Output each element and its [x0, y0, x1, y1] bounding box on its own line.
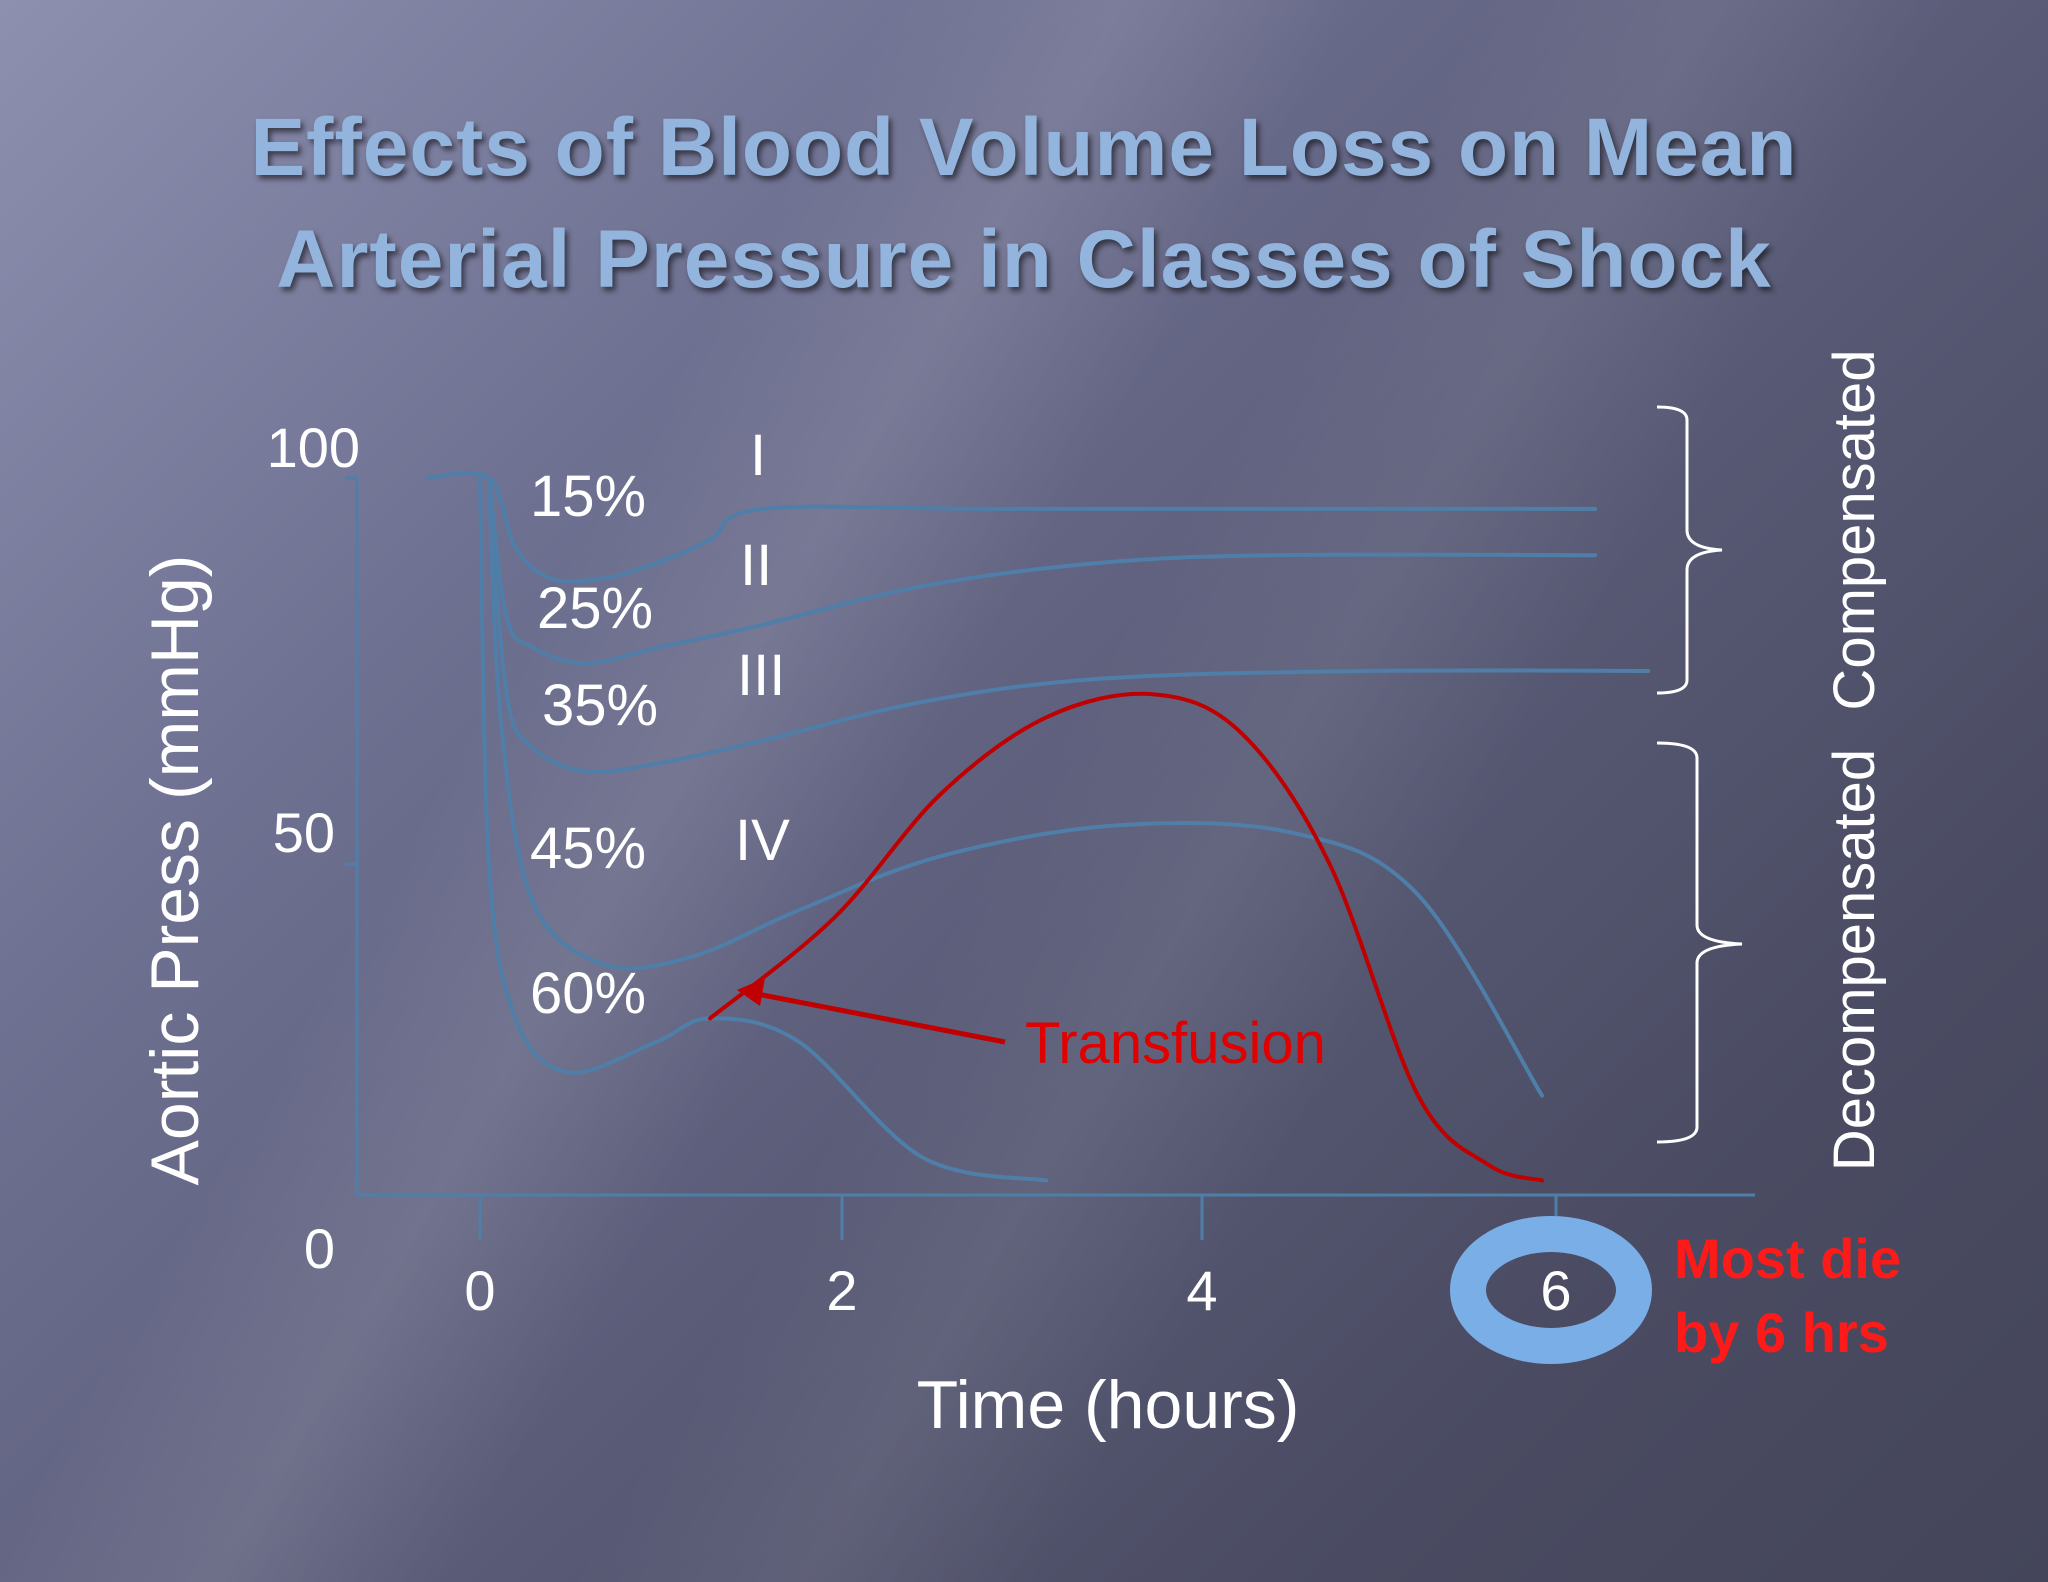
- transfusion-arrow-line: [751, 990, 1006, 1045]
- compensated-bracket: [1656, 405, 1723, 695]
- y-tick-label: 100: [267, 416, 360, 479]
- x-tick-label: 2: [826, 1259, 857, 1322]
- curve-15pct: [424, 470, 1598, 584]
- curve-25pct: [486, 476, 1598, 666]
- tick-group: 0 2 4 6 0 50 100: [267, 416, 1572, 1322]
- series-label-35pct: 35%: [542, 673, 658, 738]
- x-tick-label: 6: [1540, 1259, 1571, 1322]
- curve-group: 15% I 25% II 35% III 45% IV 60%: [424, 423, 1651, 1183]
- decompensated-bracket-group: Decompensated: [1656, 741, 1887, 1171]
- compensated-bracket-group: Compensated: [1656, 349, 1887, 711]
- transfusion-arrow-head: [737, 978, 765, 1006]
- y-axis-title: Aortic Press (mmHg): [137, 555, 213, 1186]
- curve-60pct: [478, 476, 1049, 1183]
- decompensated-bracket: [1656, 741, 1743, 1144]
- highlight-ring: [1450, 1216, 1652, 1364]
- highlight-ring-group: [1450, 1216, 1652, 1364]
- class-label-i: I: [750, 423, 766, 488]
- transfusion-annotation: Transfusion: [737, 978, 1326, 1076]
- title-line-1: Effects of Blood Volume Loss on Mean: [250, 102, 1798, 193]
- class-label-iii: III: [737, 643, 785, 708]
- series-label-25pct: 25%: [537, 576, 653, 641]
- transfusion-curve: [708, 691, 1544, 1183]
- class-label-iv: IV: [735, 808, 790, 873]
- decompensated-label: Decompensated: [1822, 749, 1887, 1171]
- title-line-2: Arterial Pressure in Classes of Shock: [276, 214, 1772, 305]
- y-tick-label: 50: [273, 801, 335, 864]
- compensated-label: Compensated: [1822, 349, 1887, 710]
- series-label-45pct: 45%: [530, 816, 646, 881]
- x-tick-label: 0: [464, 1259, 495, 1322]
- x-axis-title: Time (hours): [917, 1367, 1300, 1443]
- chart-axes: [355, 478, 1755, 1197]
- class-label-ii: II: [740, 533, 772, 598]
- curve-45pct: [486, 476, 1544, 1098]
- series-label-60pct: 60%: [530, 961, 646, 1026]
- curve-35pct: [486, 476, 1651, 775]
- most-die-line-1: Most die: [1674, 1227, 1901, 1290]
- series-label-15pct: 15%: [530, 464, 646, 529]
- transfusion-label: Transfusion: [1025, 1011, 1326, 1076]
- most-die-annotation: Most die by 6 hrs: [1674, 1227, 1901, 1364]
- x-tick-label: 4: [1186, 1259, 1217, 1322]
- most-die-line-2: by 6 hrs: [1674, 1301, 1889, 1364]
- y-tick-label: 0: [304, 1217, 335, 1280]
- slide-title: Effects of Blood Volume Loss on Mean Art…: [0, 92, 2048, 316]
